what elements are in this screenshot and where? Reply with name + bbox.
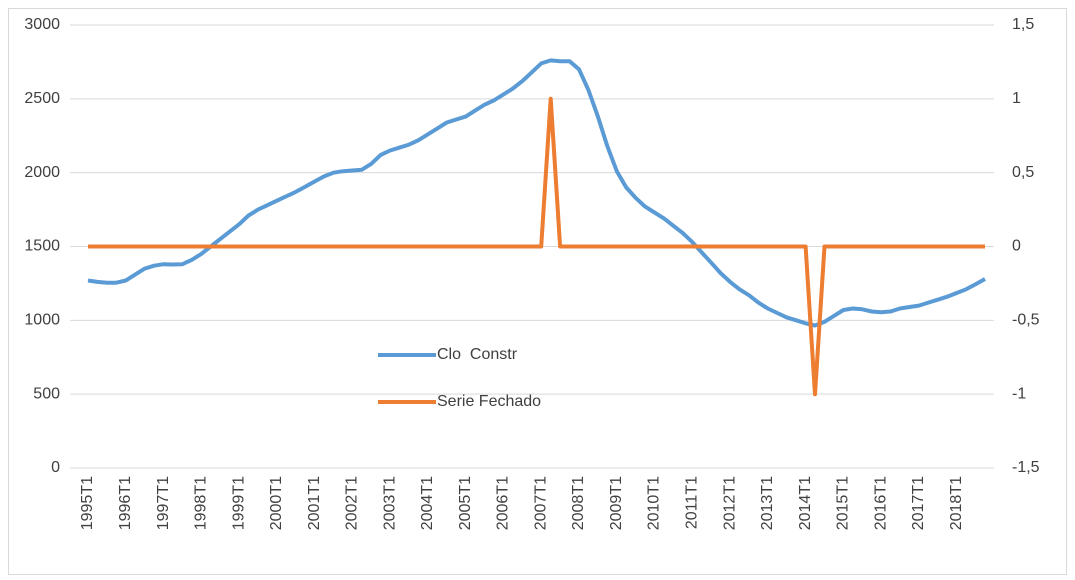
y2-tick-label: 0,5 — [1012, 164, 1034, 181]
series-line — [87, 58, 986, 328]
x-tick-label: 2010T1 — [646, 476, 663, 530]
y-tick-label: 2000 — [24, 164, 60, 181]
legend-label: Clo Constr — [437, 346, 518, 363]
x-tick-label: 2001T1 — [306, 476, 323, 530]
x-tick-label: 2014T1 — [797, 476, 814, 530]
legend-label: Serie Fechado — [437, 393, 541, 410]
x-tick-label: 2003T1 — [381, 476, 398, 530]
y-tick-label: 500 — [33, 385, 60, 402]
x-tick-label: 2016T1 — [872, 476, 889, 530]
x-tick-label: 2000T1 — [268, 476, 285, 530]
y-tick-label: 1500 — [24, 238, 60, 255]
x-tick-label: 2005T1 — [457, 476, 474, 530]
chart-border — [8, 8, 1067, 575]
x-tick-label: 2008T1 — [570, 476, 587, 530]
x-tick-label: 2006T1 — [495, 476, 512, 530]
x-tick-label: 2018T1 — [948, 476, 965, 530]
x-tick-label: 2004T1 — [419, 476, 436, 530]
x-tick-label: 1998T1 — [193, 476, 210, 530]
y2-tick-label: 1 — [1012, 90, 1021, 107]
y2-tick-label: -1 — [1012, 385, 1026, 402]
x-tick-label: 2011T1 — [684, 476, 701, 529]
y-tick-label: 2500 — [24, 90, 60, 107]
y-tick-label: 0 — [51, 459, 60, 476]
x-tick-label: 1996T1 — [117, 476, 134, 530]
x-tick-label: 2013T1 — [759, 476, 776, 530]
x-tick-label: 2002T1 — [344, 476, 361, 530]
series-line — [88, 96, 985, 397]
x-tick-label: 2009T1 — [608, 476, 625, 530]
x-tick-label: 2017T1 — [910, 476, 927, 530]
x-tick-label: 1997T1 — [155, 476, 172, 530]
y-tick-label: 3000 — [24, 16, 60, 33]
x-tick-label: 1999T1 — [230, 476, 247, 530]
x-tick-label: 2012T1 — [721, 476, 738, 530]
y2-tick-label: 0 — [1012, 238, 1021, 255]
y2-tick-label: -0,5 — [1012, 312, 1040, 329]
y2-tick-label: 1,5 — [1012, 16, 1034, 33]
x-tick-label: 1995T1 — [79, 476, 96, 530]
y2-tick-label: -1,5 — [1012, 459, 1040, 476]
y-tick-label: 1000 — [24, 312, 60, 329]
x-tick-label: 2007T1 — [532, 476, 549, 530]
x-tick-label: 2015T1 — [835, 476, 852, 530]
